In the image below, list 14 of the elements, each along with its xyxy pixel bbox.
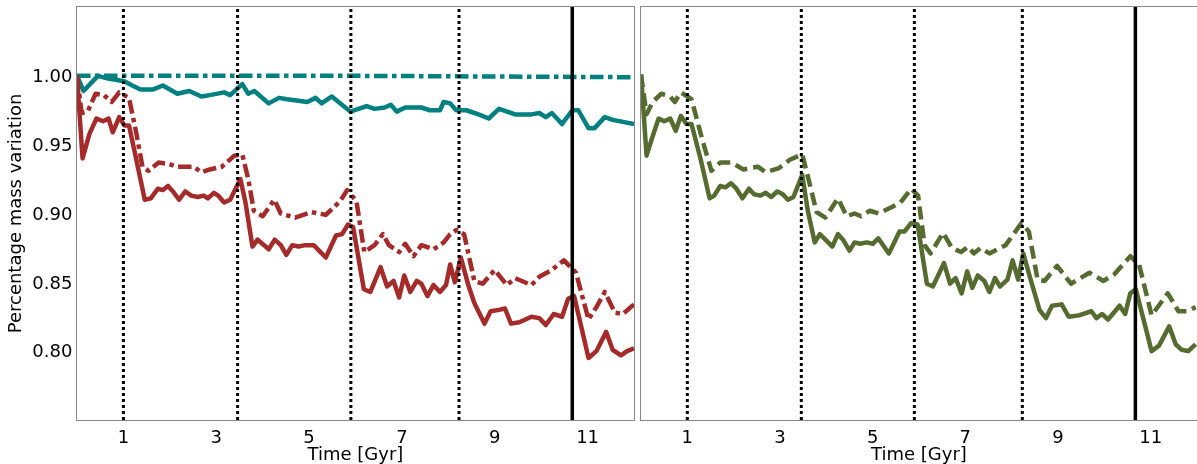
x-tick-label: 11 xyxy=(576,425,600,447)
x-tick-label: 1 xyxy=(681,425,694,447)
y-tick-label: 0.80 xyxy=(32,340,73,362)
y-tick-label: 0.90 xyxy=(32,202,73,224)
x-tick-label: 3 xyxy=(210,425,222,447)
y-axis-title: Percentage mass variation xyxy=(3,93,25,334)
x-tick-label: 9 xyxy=(1052,425,1064,447)
y-tick-label: 1.00 xyxy=(32,65,73,87)
y-tick-label: 0.85 xyxy=(32,271,73,293)
x-tick-label: 11 xyxy=(1139,425,1163,447)
y-tick-label: 0.95 xyxy=(32,133,73,155)
x-tick-label: 3 xyxy=(774,425,786,447)
x-tick-label: 9 xyxy=(489,425,501,447)
x-tick-label: 1 xyxy=(117,425,130,447)
